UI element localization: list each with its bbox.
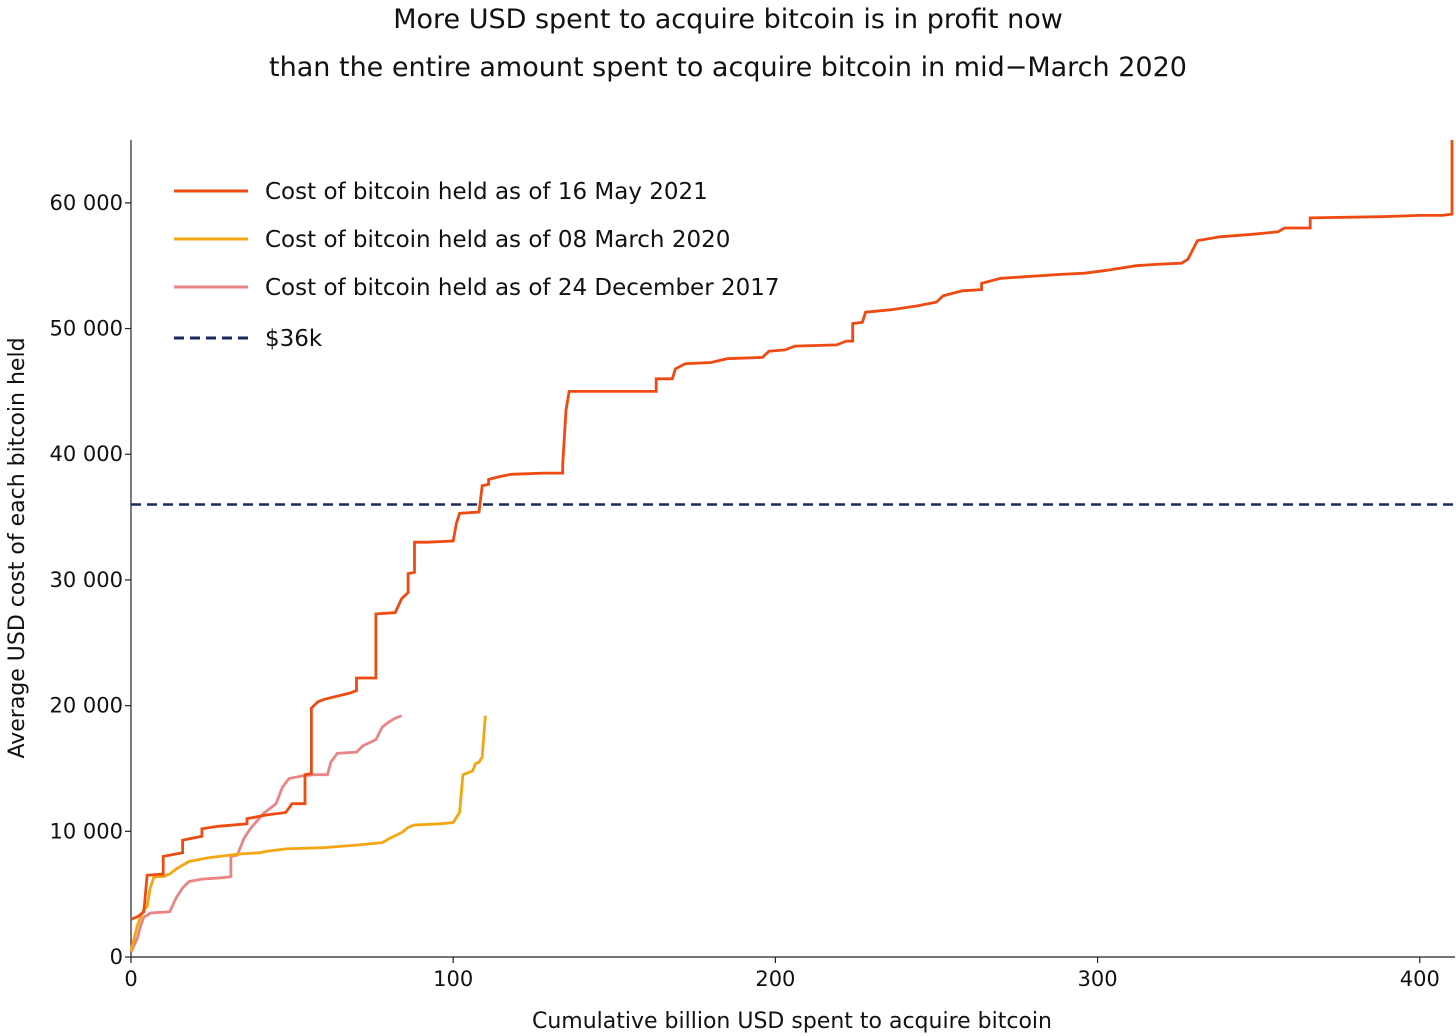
series-line-3: [129, 714, 403, 953]
chart-title-line-1: More USD spent to acquire bitcoin is in …: [393, 4, 1063, 35]
legend: Cost of bitcoin held as of 16 May 2021 Co…: [174, 179, 780, 352]
x-tick-label: 300: [1078, 967, 1118, 991]
x-tick-label: 200: [755, 967, 795, 991]
x-axis-label: Cumulative billion USD spent to acquire …: [532, 1009, 1052, 1034]
y-tick-label: 40 000: [50, 442, 123, 466]
x-tick-label: 0: [124, 967, 137, 991]
axes: 0 10 000 20 000 30 000 40 000 50 000 60 000 0 10…: [50, 140, 1455, 991]
y-tick-label: 20 000: [50, 694, 123, 718]
legend-label-3: Cost of bitcoin held as of 24 December 2…: [265, 275, 780, 301]
y-tick-label: 50 000: [50, 317, 123, 341]
y-axis-label: Average USD cost of each bitcoin held: [5, 337, 30, 758]
y-tick-label: 10 000: [50, 819, 123, 843]
legend-label-reference: $36k: [265, 326, 323, 352]
x-tick-label: 100: [433, 967, 473, 991]
series-line-1: [130, 140, 1454, 921]
chart-title-line-2: than the entire amount spent to acquire …: [269, 52, 1187, 83]
series-group: [129, 140, 1454, 953]
y-tick-label: 0: [110, 945, 123, 969]
legend-label-2: Cost of bitcoin held as of 08 March 2020: [265, 227, 730, 253]
series-line-2: [129, 715, 487, 952]
y-tick-label: 30 000: [50, 568, 123, 592]
x-tick-label: 400: [1400, 967, 1440, 991]
legend-label-1: Cost of bitcoin held as of 16 May 2021: [265, 179, 708, 205]
y-tick-label: 60 000: [50, 191, 123, 215]
